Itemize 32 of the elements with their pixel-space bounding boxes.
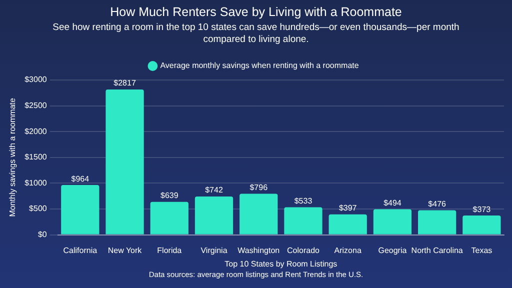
x-tick-label: North Carolina (411, 246, 464, 255)
x-tick-label: Colorado (286, 246, 320, 255)
y-tick-label: $1000 (24, 178, 48, 188)
text: $476 (428, 199, 446, 208)
x-tick-label: California (63, 246, 98, 255)
x-tick-label: Washington (238, 246, 280, 255)
y-axis-title: Monthly savings with a roommate (8, 97, 18, 217)
x-tick-label: Geogria (378, 246, 408, 255)
text: $533 (294, 196, 312, 206)
y-tick-label: $0 (38, 230, 48, 240)
text: $742 (205, 186, 223, 195)
y-tick-label: $2500 (24, 101, 48, 110)
text: $964 (71, 174, 90, 184)
x-tick-label: Texas (471, 246, 492, 255)
y-tick-label: $3000 (24, 75, 48, 84)
y-tick-label: $1500 (24, 152, 48, 162)
y-tick-label: $500 (29, 204, 48, 214)
legend-label: Average monthly savings when renting with a roommate (160, 61, 360, 70)
text: $494 (384, 198, 402, 208)
x-axis-title: Top 10 States by Room Listings (224, 259, 338, 268)
text: $397 (338, 204, 357, 213)
x-tick-label: Arizona (334, 246, 362, 255)
chart-title: How Much Renters Save by Living with a Roommate (109, 5, 403, 19)
x-tick-label: Florida (157, 246, 182, 255)
text: $373 (472, 204, 491, 214)
x-tick-label: New York (108, 246, 143, 255)
text: $639 (160, 191, 178, 200)
y-tick-label: $2000 (24, 126, 48, 136)
text: $2817 (114, 78, 136, 88)
x-tick-label: Virginia (200, 246, 228, 255)
chart-subtitle: See how renting a room in the top 10 states can save hundreds—or even thousands—per month compared to living alone. (52, 22, 460, 46)
text: $796 (250, 182, 268, 192)
